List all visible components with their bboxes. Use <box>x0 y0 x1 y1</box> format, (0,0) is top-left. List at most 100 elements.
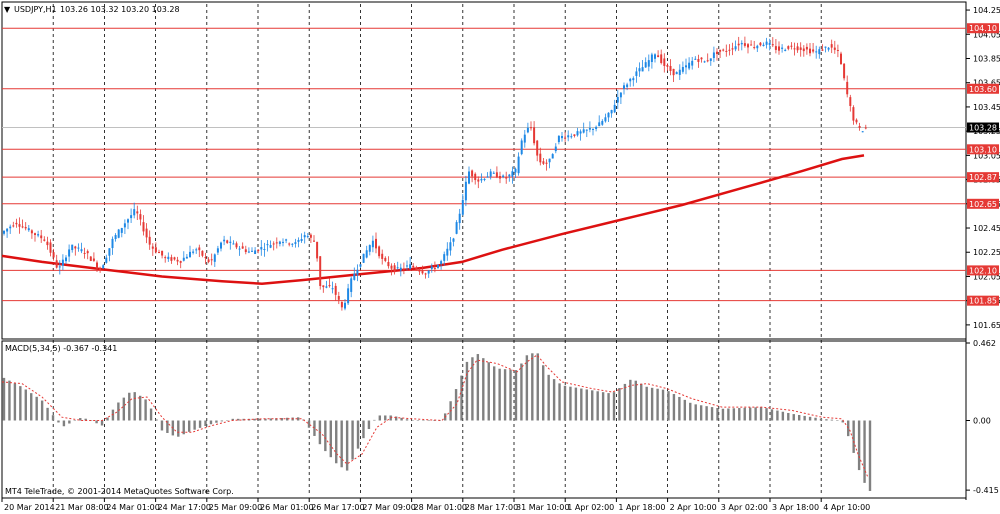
price-tick-label: 101.65 <box>973 321 1000 330</box>
candle-body <box>189 251 191 258</box>
candle-body <box>722 49 725 51</box>
macd-bar <box>476 354 480 421</box>
macd-bar <box>307 420 311 428</box>
time-tick-label: 3 Apr 02:00 <box>721 503 768 512</box>
macd-bar <box>95 420 98 424</box>
horizontal-levels[interactable] <box>2 27 966 302</box>
candle-body <box>737 43 740 46</box>
candle-body <box>505 177 508 179</box>
macd-bar <box>574 387 578 421</box>
candle-body <box>3 230 5 234</box>
candle-body <box>77 247 80 249</box>
price-tick-label: 103.85 <box>973 54 1000 63</box>
dropdown-triangle-icon[interactable]: ▼ <box>4 5 11 14</box>
candle-body <box>437 264 439 268</box>
candle-body <box>570 136 573 138</box>
candle-body <box>520 140 523 155</box>
candle-body <box>657 55 660 58</box>
macd-bar <box>84 418 87 421</box>
macd-bar <box>133 392 136 421</box>
macd-bar <box>373 419 376 421</box>
candle-body <box>378 246 381 257</box>
candle-body <box>511 171 514 177</box>
candle-body <box>300 239 303 241</box>
candle-body <box>167 256 170 260</box>
macd-bar <box>155 419 158 421</box>
time-tick-label: 31 Mar 10:00 <box>516 503 569 512</box>
candle-body <box>691 60 694 66</box>
candle-body <box>402 268 405 270</box>
candle-body <box>80 249 83 252</box>
macd-bar <box>258 418 262 421</box>
time-tick-label: 24 Mar 17:00 <box>158 503 211 512</box>
candle-body <box>102 265 105 269</box>
candle-body <box>561 136 563 139</box>
macd-signal-line <box>1 354 869 478</box>
macd-bar <box>106 417 109 421</box>
candle-body <box>282 241 284 243</box>
candle-body <box>650 54 653 62</box>
macd-bar <box>465 361 469 421</box>
macd-bar <box>73 420 77 422</box>
macd-bar <box>46 407 49 421</box>
candle-body <box>858 125 861 128</box>
macd-bar <box>24 389 27 421</box>
candle-body <box>824 46 827 48</box>
macd-bar <box>623 383 627 421</box>
macd-bar <box>356 420 360 449</box>
macd-bar <box>596 391 599 421</box>
candle-body <box>158 252 160 254</box>
macd-bar <box>100 420 104 426</box>
candle-body <box>836 49 839 51</box>
candle-body <box>802 48 805 52</box>
candle-body <box>774 46 777 50</box>
candle-body <box>288 243 291 245</box>
candle-body <box>765 41 768 45</box>
macd-bar <box>765 408 768 421</box>
candle-body <box>235 243 238 248</box>
candle-body <box>46 241 49 246</box>
candle-body <box>92 258 95 261</box>
candle-body <box>49 242 52 253</box>
candle-body <box>127 219 129 223</box>
candle-body <box>263 249 266 251</box>
macd-bar <box>792 414 795 421</box>
candle-body <box>449 242 452 251</box>
candle-body <box>778 46 780 51</box>
candle-body <box>309 234 312 238</box>
macd-bar <box>487 362 490 421</box>
time-tick-label: 28 Mar 17:00 <box>465 503 518 512</box>
candle-body <box>712 52 715 59</box>
candle-body <box>539 153 542 163</box>
time-tick-label: 28 Mar 01:00 <box>414 503 467 512</box>
candle-body <box>133 209 136 216</box>
candle-body <box>455 222 458 234</box>
macd-bar <box>62 420 66 427</box>
candle-body <box>272 243 275 245</box>
candle-body <box>840 53 842 65</box>
candle-body <box>198 247 201 251</box>
candle-body <box>331 288 334 290</box>
candle-body <box>297 239 300 242</box>
candle-body <box>306 236 309 238</box>
candle-body <box>223 239 226 242</box>
candle-body <box>409 264 412 269</box>
candle-body <box>207 259 210 263</box>
macd-bar <box>868 420 872 491</box>
candle-body <box>381 253 384 259</box>
candle-body <box>275 242 278 244</box>
macd-bar <box>329 420 332 458</box>
candle-body <box>145 228 148 238</box>
candle-body <box>588 127 591 130</box>
candle-body <box>821 49 824 51</box>
macd-bar <box>498 368 501 421</box>
candle-body <box>663 58 666 66</box>
time-tick-label: 25 Mar 09:00 <box>209 503 262 512</box>
macd-bar <box>51 415 55 421</box>
candle-body <box>347 288 350 304</box>
macd-bar <box>122 397 126 421</box>
candle-body <box>229 241 232 243</box>
candle-body <box>619 92 622 98</box>
